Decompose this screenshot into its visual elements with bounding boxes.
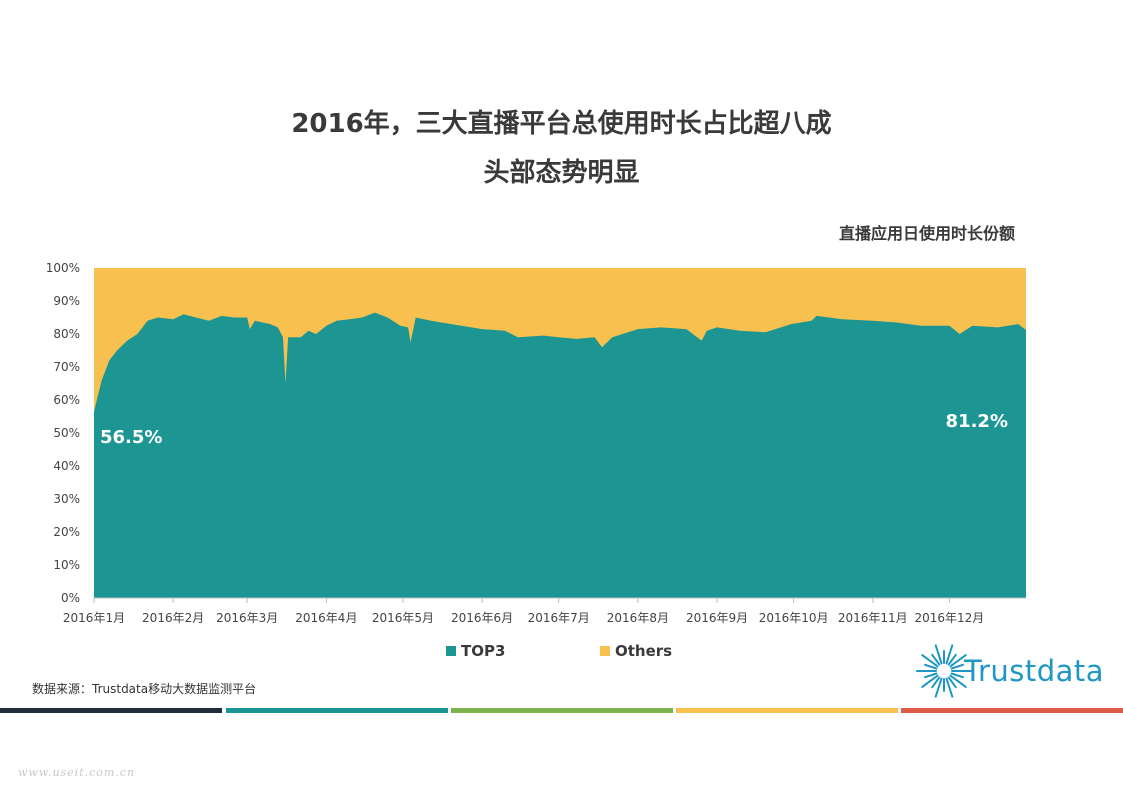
x-tick-label: 2016年9月 [686, 611, 748, 625]
starburst-ray [950, 672, 964, 679]
chart-subtitle: 直播应用日使用时长份额 [838, 224, 1015, 243]
footer-band-3 [451, 708, 673, 713]
starburst-ray [949, 674, 967, 688]
y-tick-label: 20% [53, 525, 80, 539]
y-tick-label: 80% [53, 327, 80, 341]
x-tick-label: 2016年6月 [451, 611, 513, 625]
starburst-ray [947, 653, 957, 666]
starburst-ray [949, 654, 967, 668]
starburst-ray [945, 644, 954, 665]
starburst-icon [916, 644, 972, 698]
legend-label-others: Others [615, 642, 673, 660]
starburst-ray [950, 663, 964, 670]
x-tick-label: 2016年10月 [759, 611, 829, 625]
y-tick-label: 30% [53, 492, 80, 506]
legend-swatch-top3 [446, 646, 456, 656]
x-tick-label: 2016年7月 [528, 611, 590, 625]
x-tick-label: 2016年1月 [63, 611, 125, 625]
starburst-ray [931, 676, 941, 689]
data-label-start: 56.5% [100, 427, 162, 448]
data-label-end: 81.2% [946, 411, 1008, 432]
y-tick-label: 70% [53, 360, 80, 374]
area-top3 [94, 312, 1026, 598]
x-tick-label: 2016年3月 [216, 611, 278, 625]
x-tick-label: 2016年8月 [607, 611, 669, 625]
starburst-ray [921, 654, 939, 668]
footer-band-1 [0, 708, 222, 713]
starburst-ray [947, 676, 957, 689]
starburst-ray [934, 644, 943, 665]
data-source-note: 数据来源：Trustdata移动大数据监测平台 [32, 682, 257, 696]
legend-swatch-others [600, 646, 610, 656]
y-tick-label: 100% [46, 261, 80, 275]
footer-band-5 [901, 708, 1123, 713]
y-tick-label: 60% [53, 393, 80, 407]
legend-label-top3: TOP3 [461, 642, 506, 660]
x-tick-label: 2016年5月 [372, 611, 434, 625]
y-tick-label: 50% [53, 426, 80, 440]
starburst-ray [924, 672, 938, 679]
y-tick-label: 10% [53, 558, 80, 572]
starburst-ray [945, 677, 954, 698]
watermark: www.useit.com.cn [18, 766, 136, 779]
starburst-ray [921, 674, 939, 688]
starburst-ray [924, 663, 938, 670]
y-tick-label: 0% [61, 591, 80, 605]
trustdata-logo: Trustdata [916, 640, 1116, 702]
x-tick-label: 2016年11月 [838, 611, 908, 625]
logo-text: Trustdata [964, 654, 1105, 688]
y-tick-label: 90% [53, 294, 80, 308]
x-tick-label: 2016年4月 [295, 611, 357, 625]
footer-band-4 [676, 708, 898, 713]
legend-item-others: Others [600, 642, 672, 660]
starburst-ray [931, 653, 941, 666]
area-chart: 0% 10% 20% 30% 40% 50% 60% 70% 80% 90% 100% 2016年1月… [46, 261, 1026, 625]
chart-title: 2016年，三大直播平台总使用时长占比超八成 [291, 109, 832, 139]
y-tick-label: 40% [53, 459, 80, 473]
footer-band-2 [226, 708, 448, 713]
chart-title-line2: 头部态势明显 [483, 158, 640, 188]
x-tick-label: 2016年12月 [914, 611, 984, 625]
starburst-ray [934, 677, 943, 698]
legend-item-top3: TOP3 [446, 642, 505, 660]
x-tick-label: 2016年2月 [142, 611, 204, 625]
